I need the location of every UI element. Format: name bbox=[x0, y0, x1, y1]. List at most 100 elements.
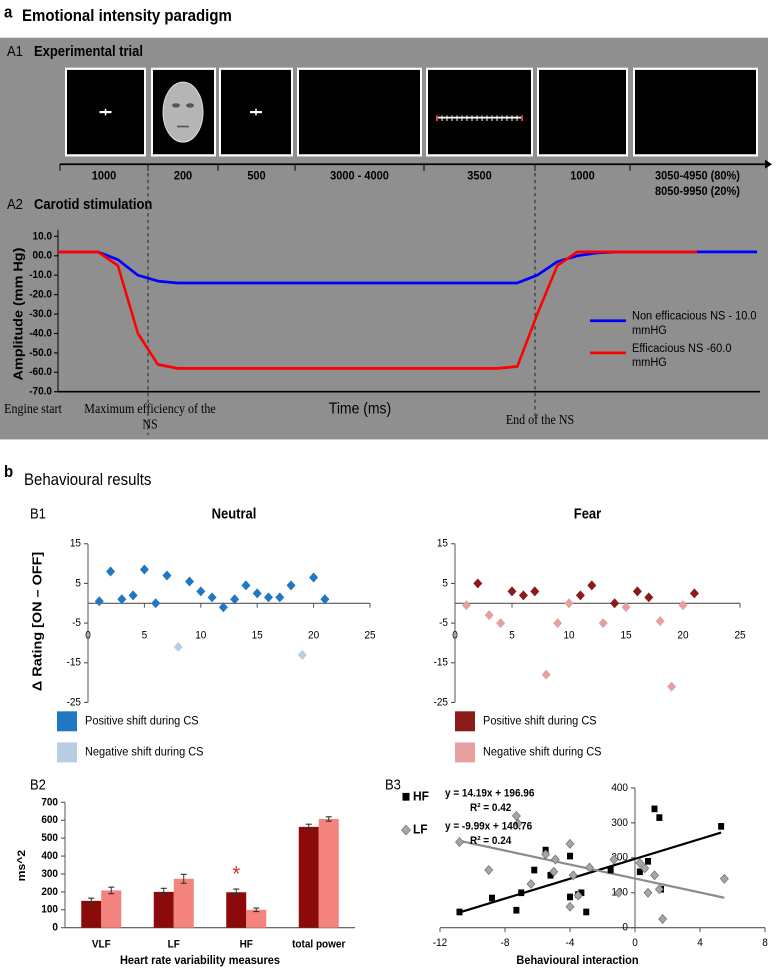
annotation-box: Engine start bbox=[4, 401, 62, 417]
y-tick-label: -40.0 bbox=[29, 327, 52, 340]
duration-label: 1000 bbox=[92, 169, 116, 183]
error-bar bbox=[88, 897, 95, 905]
point bbox=[564, 598, 574, 609]
point bbox=[526, 879, 536, 889]
x-tick-label: 5 bbox=[142, 629, 148, 642]
point bbox=[632, 586, 642, 597]
point bbox=[513, 906, 520, 914]
x-tick-label: 20 bbox=[677, 629, 688, 642]
point bbox=[651, 805, 658, 813]
legend-swatch bbox=[455, 742, 475, 763]
y-axis-label: Δ Rating [ON – OFF] bbox=[30, 552, 44, 691]
annotation: Maximum efficiency of the NS bbox=[84, 401, 216, 432]
point bbox=[530, 586, 540, 597]
significance-marker: * bbox=[232, 863, 240, 887]
x-tick-label: LF bbox=[168, 938, 181, 951]
bar bbox=[246, 909, 267, 928]
panel-title: Behavioural results bbox=[24, 471, 152, 489]
screen bbox=[537, 67, 628, 157]
point bbox=[207, 592, 217, 603]
y-tick-label: 100 bbox=[41, 903, 58, 916]
sub-title: Carotid stimulation bbox=[34, 196, 152, 212]
legend-label: Efficacious NS -60.0 mmHG bbox=[632, 341, 732, 370]
error-bar bbox=[325, 816, 332, 822]
bar bbox=[153, 891, 174, 928]
y-tick-label: -15 bbox=[434, 656, 449, 669]
point bbox=[196, 586, 206, 597]
x-tick-label: 8 bbox=[762, 937, 768, 950]
legend-label: Negative shift during CS bbox=[483, 745, 602, 759]
point bbox=[518, 590, 528, 601]
legend-label: Positive shift during CS bbox=[85, 714, 199, 728]
line-series bbox=[58, 250, 698, 370]
point bbox=[583, 908, 590, 916]
point bbox=[461, 600, 471, 611]
timeline-arrow bbox=[765, 159, 772, 169]
legend-label: Non efficacious NS - 10.0 mmHG bbox=[632, 309, 757, 337]
y-tick-label: 0 bbox=[52, 921, 58, 934]
chart-title: Fear bbox=[574, 506, 602, 522]
point bbox=[575, 590, 585, 601]
fit-r2: R² = 0.42 bbox=[470, 801, 511, 814]
point bbox=[610, 598, 620, 609]
point bbox=[640, 863, 650, 874]
point bbox=[173, 641, 183, 652]
y-tick-label: -10.0 bbox=[29, 269, 52, 282]
point bbox=[655, 616, 665, 627]
y-tick-label: 10.0 bbox=[33, 230, 53, 243]
duration-label: 200 bbox=[174, 169, 192, 183]
point bbox=[587, 580, 597, 591]
annotation: Engine start bbox=[4, 401, 62, 417]
x-tick-label: 4 bbox=[697, 937, 703, 950]
x-tick-label: VLF bbox=[92, 938, 111, 951]
error-bar bbox=[180, 873, 187, 884]
y-tick-label: 400 bbox=[41, 850, 58, 863]
point bbox=[275, 592, 285, 603]
duration-label: 3000 - 4000 bbox=[330, 169, 389, 183]
legend-swatch bbox=[57, 742, 77, 763]
trend-line bbox=[459, 831, 722, 914]
x-axis-label: Time (ms) bbox=[329, 401, 391, 418]
point bbox=[645, 857, 651, 865]
error-bar bbox=[253, 907, 260, 913]
point bbox=[718, 823, 725, 830]
y-axis-label: ms^2 bbox=[15, 850, 27, 882]
point bbox=[650, 870, 659, 881]
x-tick-label: 5 bbox=[509, 629, 515, 642]
y-tick-label: 0 bbox=[622, 921, 628, 934]
x-tick-label: 20 bbox=[308, 629, 319, 642]
y-tick-label: 300 bbox=[611, 816, 628, 829]
point bbox=[565, 901, 575, 912]
point bbox=[456, 908, 463, 916]
screen bbox=[426, 67, 533, 157]
error-bar bbox=[305, 823, 312, 831]
x-tick-label: total power bbox=[292, 938, 345, 951]
point bbox=[568, 870, 578, 881]
annotation-box: Maximum efficiency of the NS bbox=[84, 401, 216, 432]
chart-title: Neutral bbox=[212, 506, 257, 522]
y-tick-label: 15 bbox=[437, 537, 448, 550]
point bbox=[297, 649, 307, 660]
point bbox=[719, 873, 729, 884]
point bbox=[644, 592, 654, 603]
legend-swatch bbox=[57, 711, 77, 732]
point bbox=[573, 890, 583, 901]
point bbox=[636, 868, 643, 876]
duration-label: 8050-9950 (20%) bbox=[655, 185, 740, 199]
x-tick-label: -8 bbox=[501, 937, 510, 950]
point bbox=[585, 862, 594, 873]
x-tick-label: 0 bbox=[452, 629, 458, 642]
y-tick-label: -25 bbox=[434, 696, 449, 709]
screen-text: ITI bbox=[687, 102, 703, 119]
legend-swatch bbox=[455, 711, 475, 732]
point bbox=[518, 889, 525, 897]
duration-label: 3050-4950 (80%) bbox=[655, 169, 740, 183]
fit-equation: y = -9.99x + 140.76 bbox=[445, 820, 532, 833]
x-tick-label: 15 bbox=[620, 629, 631, 642]
y-axis-label: Amplitude (mm Hg) bbox=[11, 248, 25, 381]
fit-r2: R² = 0.24 bbox=[470, 835, 511, 848]
legend-label: LF bbox=[413, 822, 428, 837]
y-tick-label: 5 bbox=[442, 577, 448, 590]
legend-label: HF bbox=[413, 789, 429, 804]
